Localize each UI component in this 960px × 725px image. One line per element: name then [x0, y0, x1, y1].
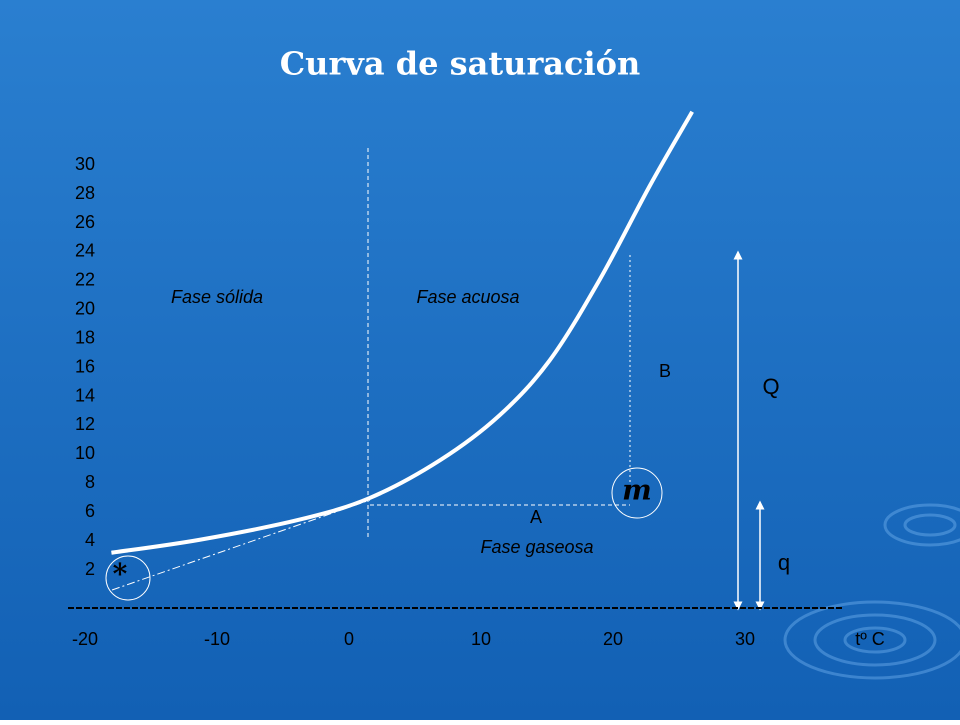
annotation: Fase sólida: [171, 287, 263, 307]
y-tick-label: 16: [75, 356, 95, 376]
guides: [68, 148, 842, 611]
y-tick-label: 20: [75, 299, 95, 319]
annotation: B: [659, 361, 671, 381]
chart-title: Curva de saturación: [280, 45, 641, 83]
annotation: Q: [762, 374, 779, 399]
x-tick-label: -20: [72, 629, 98, 649]
annotation: Fase gaseosa: [480, 537, 593, 557]
annotation: *: [113, 558, 128, 591]
y-tick-label: 26: [75, 212, 95, 232]
annotation: m: [622, 474, 652, 507]
y-tick-label: 14: [75, 385, 95, 405]
y-tick-label: 2: [85, 559, 95, 579]
y-tick-label: 24: [75, 241, 95, 261]
x-tick-label: 20: [603, 629, 623, 649]
annotation: A: [530, 507, 542, 527]
y-tick-label: 22: [75, 270, 95, 290]
x-tick-label: 30: [735, 629, 755, 649]
y-tick-label: 4: [85, 530, 95, 550]
annotation: Fase acuosa: [416, 287, 519, 307]
x-tick-label: -10: [204, 629, 230, 649]
y-tick-label: 28: [75, 183, 95, 203]
annotation: q: [778, 550, 790, 575]
ripples: [783, 503, 960, 680]
y-tick-label: 8: [85, 472, 95, 492]
x-axis-label: tº C: [855, 629, 885, 649]
y-tick-label: 18: [75, 327, 95, 347]
y-tick-label: 6: [85, 501, 95, 521]
curve: [111, 110, 694, 555]
x-tick-label: 0: [344, 629, 354, 649]
y-tick-label: 30: [75, 154, 95, 174]
y-tick-label: 10: [75, 443, 95, 463]
x-tick-label: 10: [471, 629, 491, 649]
y-tick-label: 12: [75, 414, 95, 434]
